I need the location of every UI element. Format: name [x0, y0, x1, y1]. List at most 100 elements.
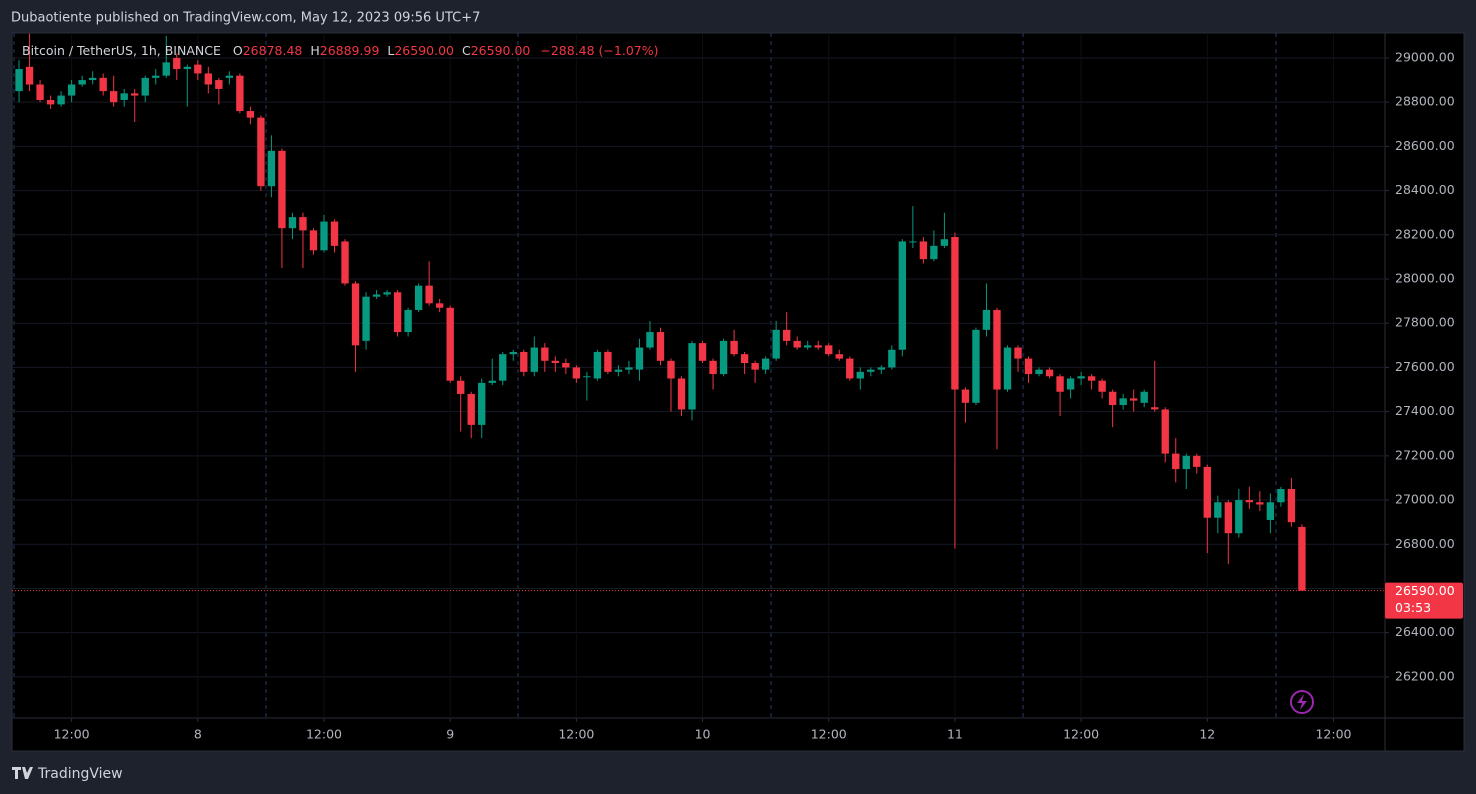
y-tick-label: 27600.00: [1395, 359, 1455, 374]
grid: [12, 33, 1385, 718]
axes: 26200.0026400.0026600.0026800.0027000.00…: [12, 49, 1463, 742]
candle-body: [478, 382, 486, 425]
candle-body: [656, 332, 665, 361]
x-tick-label: 12:00: [811, 727, 847, 742]
ohlc-legend: Bitcoin / TetherUS, 1h, BINANCE O26878.4…: [22, 43, 659, 58]
candle-body: [225, 75, 234, 78]
last-price-label: 26590.00: [1395, 583, 1455, 598]
y-tick-label: 28200.00: [1395, 226, 1455, 241]
candle-body: [877, 367, 885, 370]
candle-body: [267, 150, 276, 187]
session-breaks: [13, 33, 1277, 718]
published-line: Dubaotiente published on TradingView.com…: [11, 11, 480, 26]
candle-body: [236, 75, 244, 112]
candle-body: [120, 93, 128, 100]
candle-body: [404, 309, 412, 333]
candle-body: [1077, 376, 1085, 379]
y-tick-label: 27000.00: [1395, 492, 1455, 507]
candle-body: [414, 285, 423, 310]
x-tick-label: 12:00: [558, 727, 594, 742]
candle-body: [541, 347, 549, 361]
candle-body: [488, 380, 496, 383]
candle-body: [761, 358, 770, 370]
candle-body: [152, 75, 160, 78]
candle-body: [688, 343, 696, 410]
candle-body: [362, 296, 370, 341]
candle-body: [246, 111, 255, 118]
candle-body: [951, 237, 959, 390]
x-tick-label: 8: [194, 727, 202, 742]
last-price-box: [1385, 582, 1463, 619]
candle-body: [888, 349, 896, 368]
candle-body: [194, 64, 202, 74]
candle-body: [1235, 500, 1243, 534]
replay-icon[interactable]: [1290, 690, 1314, 714]
candle-body: [110, 91, 118, 103]
candle-body: [183, 66, 191, 70]
candle-body: [1119, 398, 1127, 406]
candle-body: [446, 307, 454, 381]
symbol: Bitcoin / TetherUS, 1h, BINANCE: [22, 43, 221, 58]
candle-body: [520, 351, 528, 372]
candle-body: [614, 369, 623, 372]
candle-body: [131, 93, 139, 96]
candle-body: [383, 292, 391, 295]
candle-body: [940, 239, 949, 246]
y-tick-label: 27800.00: [1395, 315, 1455, 330]
candle-body: [740, 354, 749, 364]
candle-body: [930, 245, 938, 260]
countdown: 03:53: [1395, 600, 1431, 615]
x-tick-label: 12:00: [306, 727, 342, 742]
candle-body: [15, 69, 23, 92]
candle-body: [1277, 489, 1285, 503]
candle-body: [141, 77, 149, 96]
candle-body: [635, 347, 644, 370]
candle-body: [1266, 502, 1275, 520]
candle-body: [1140, 391, 1148, 403]
candle-body: [278, 150, 286, 229]
candle-body: [1108, 391, 1117, 406]
candle-body: [1014, 347, 1022, 359]
candle-body: [435, 303, 444, 308]
candle-body: [782, 329, 791, 341]
candle-body: [1172, 453, 1180, 470]
candle-body: [509, 351, 517, 355]
candle-body: [572, 367, 581, 379]
candle-body: [1214, 502, 1222, 518]
candle-body: [562, 363, 570, 368]
open-value: 26878.48: [243, 43, 303, 58]
candle-body: [583, 376, 591, 378]
brand-logo: [12, 767, 33, 779]
high-label: H: [310, 43, 319, 58]
y-tick-label: 26200.00: [1395, 668, 1455, 683]
y-tick-label: 26800.00: [1395, 536, 1455, 551]
candle-body: [898, 241, 907, 350]
candle-body: [320, 221, 328, 251]
brand[interactable]: TradingView: [12, 766, 123, 782]
candle-body: [36, 84, 44, 100]
candle-body: [730, 340, 738, 355]
candle-body: [257, 117, 265, 187]
candle-body: [961, 389, 970, 403]
candle-body: [46, 99, 55, 105]
open-label: O: [233, 43, 243, 58]
candle-body: [204, 73, 213, 85]
candle-body: [215, 80, 223, 89]
candle-body: [751, 363, 759, 370]
x-tick-label: 9: [446, 727, 454, 742]
candle-body: [1056, 376, 1064, 392]
x-tick-label: 10: [695, 727, 711, 742]
candle-body: [1245, 500, 1254, 503]
candle-body: [57, 95, 65, 105]
candle-body: [719, 340, 728, 375]
candle-body: [162, 62, 170, 76]
candle-body: [867, 369, 875, 372]
replay-bolt: [1297, 694, 1307, 710]
brand-name: TradingView: [37, 766, 123, 782]
candle-body: [1035, 369, 1043, 375]
candle-body: [372, 294, 381, 297]
candle-body: [814, 345, 822, 348]
candle-body: [173, 57, 181, 70]
candle-body: [1256, 502, 1264, 505]
x-tick-label: 12:00: [1315, 727, 1351, 742]
